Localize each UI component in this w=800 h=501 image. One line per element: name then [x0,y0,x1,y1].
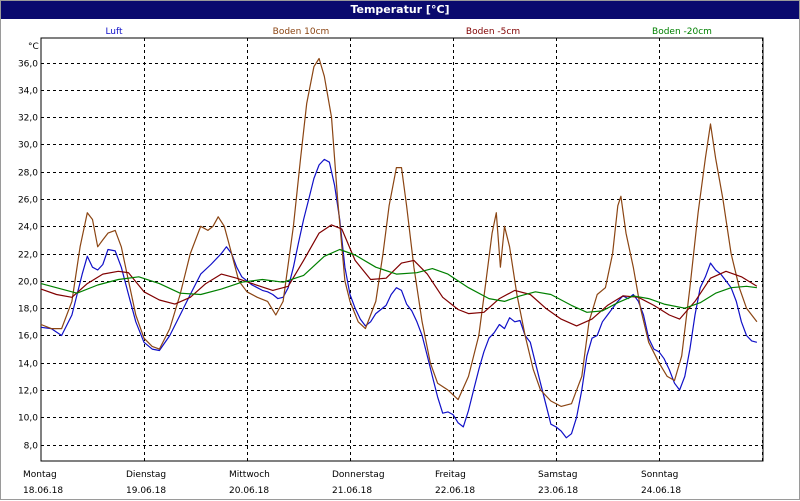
y-tick-label: 30,0 [18,141,38,151]
x-tick-date: 22.06.18 [435,486,475,496]
x-tick-date: 20.06.18 [229,486,269,496]
x-tick-day: Samstag [538,470,577,480]
legend-entry: Boden 10cm [273,27,330,37]
y-tick-label: 36,0 [18,60,38,70]
x-tick-day: Dienstag [126,470,166,480]
y-tick-label: 24,0 [18,223,38,233]
series-line-boden-10cm [40,57,758,407]
x-tick-date: 19.06.18 [126,486,166,496]
legend-entry: Luft [105,27,123,37]
x-tick-day: Sonntag [641,470,678,480]
window-title: Temperatur [°C] [1,1,799,19]
legend-entry: Boden -5cm [466,27,520,37]
series-line-luft [40,158,758,439]
x-tick-day: Donnerstag [332,470,385,480]
y-tick-label: 18,0 [18,305,38,315]
y-tick-label: 10,0 [18,414,38,424]
x-tick-date: 24.06.18 [641,486,681,496]
y-axis-unit: °C [28,42,39,52]
y-tick-label: 14,0 [18,360,38,370]
plot-frame [40,37,764,462]
y-tick-label: 22,0 [18,251,38,261]
y-tick-label: 8,0 [24,442,39,452]
x-tick-day: Freitag [435,470,466,480]
y-tick-label: 20,0 [18,278,38,288]
y-tick-label: 32,0 [18,114,38,124]
x-tick-date: 23.06.18 [538,486,578,496]
y-tick-label: 12,0 [18,387,38,397]
x-tick-day: Montag [23,470,57,480]
x-tick-day: Mittwoch [229,470,270,480]
y-tick-label: 34,0 [18,87,38,97]
x-tick-date: 18.06.18 [23,486,63,496]
x-tick-date: 21.06.18 [332,486,372,496]
y-tick-label: 28,0 [18,169,38,179]
legend-entry: Boden -20cm [652,27,712,37]
series-line-boden-20cm [40,248,757,313]
y-tick-label: 16,0 [18,332,38,342]
y-tick-label: 26,0 [18,196,38,206]
